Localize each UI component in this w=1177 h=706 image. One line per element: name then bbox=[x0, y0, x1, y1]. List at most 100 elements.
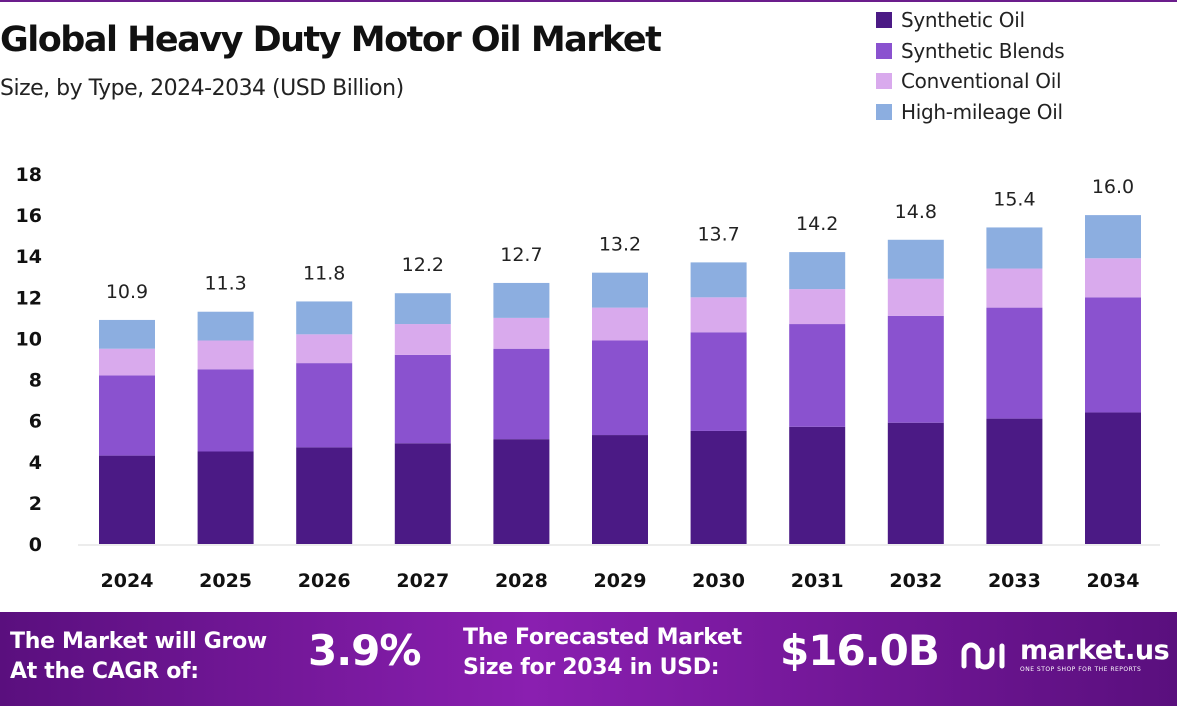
bar-segment-conventional-oil-2028 bbox=[493, 317, 550, 349]
chart-title: Global Heavy Duty Motor Oil Market bbox=[0, 20, 662, 60]
bar-segment-high-mileage-oil-2032 bbox=[887, 239, 944, 279]
x-tick-label-2033: 2033 bbox=[988, 570, 1041, 592]
bar-total-label-2024: 10.9 bbox=[106, 281, 148, 303]
bar-segment-conventional-oil-2026 bbox=[296, 334, 353, 364]
forecast-size-value: $16.0B bbox=[780, 626, 940, 675]
x-tick-label-2025: 2025 bbox=[199, 570, 252, 592]
bar-segment-synthetic-oil-2025 bbox=[197, 451, 254, 544]
bar-segment-synthetic-blends-2028 bbox=[493, 348, 550, 440]
y-tick-label-0: 0 bbox=[29, 534, 42, 556]
legend-swatch-high-mileage-oil bbox=[876, 103, 892, 120]
bar-total-label-2026: 11.8 bbox=[303, 262, 345, 284]
x-tick-label-2034: 2034 bbox=[1087, 570, 1140, 592]
bar-segment-synthetic-blends-2024 bbox=[99, 375, 155, 456]
bar-segment-synthetic-oil-2028 bbox=[493, 439, 550, 544]
legend-swatch-synthetic-blends bbox=[876, 42, 892, 59]
bar-segment-high-mileage-oil-2029 bbox=[592, 272, 648, 308]
y-tick-label-10: 10 bbox=[16, 328, 42, 350]
bar-segment-synthetic-blends-2026 bbox=[296, 363, 353, 448]
bar-segment-synthetic-oil-2027 bbox=[394, 443, 451, 544]
bar-total-label-2032: 14.8 bbox=[895, 201, 937, 223]
bar-segment-synthetic-oil-2033 bbox=[986, 418, 1043, 544]
stacked-bar-chart: 0 2 4 6 8 10 12 14 16 18 10.9 2024 11.3 2025 11.8 2026 1… bbox=[16, 164, 1160, 592]
bar-segment-synthetic-oil-2026 bbox=[296, 447, 353, 544]
bar-segment-synthetic-blends-2033 bbox=[986, 307, 1043, 419]
bar-total-label-2031: 14.2 bbox=[796, 213, 838, 235]
bar-segment-synthetic-blends-2030 bbox=[690, 332, 747, 431]
bar-segment-synthetic-blends-2025 bbox=[197, 369, 254, 452]
bar-segment-high-mileage-oil-2025 bbox=[197, 311, 254, 341]
y-tick-label-2: 2 bbox=[29, 493, 42, 515]
bar-segment-synthetic-blends-2032 bbox=[887, 315, 944, 423]
y-tick-label-6: 6 bbox=[29, 411, 42, 433]
bar-segment-synthetic-oil-2032 bbox=[887, 422, 944, 544]
bar-total-label-2025: 11.3 bbox=[204, 273, 246, 295]
legend: Synthetic Oil Synthetic Blends Conventio… bbox=[876, 5, 1065, 127]
bar-segment-synthetic-oil-2024 bbox=[99, 455, 155, 544]
brand-logo: market.us ONE STOP SHOP FOR THE REPORTS bbox=[960, 635, 1170, 674]
forecast-size-label-line2: Size for 2034 in USD: bbox=[463, 655, 720, 680]
x-tick-label-2026: 2026 bbox=[298, 570, 351, 592]
bar-segment-high-mileage-oil-2031 bbox=[789, 252, 846, 290]
chart-subtitle: Size, by Type, 2024-2034 (USD Billion) bbox=[0, 76, 404, 101]
x-tick-label-2032: 2032 bbox=[889, 570, 942, 592]
x-tick-label-2029: 2029 bbox=[594, 570, 647, 592]
y-tick-label-4: 4 bbox=[29, 452, 42, 474]
legend-item-synthetic-oil: Synthetic Oil bbox=[876, 5, 1064, 36]
cagr-label-line2: At the CAGR of: bbox=[10, 659, 199, 684]
forecast-size-label: The Forecasted Market Size for 2034 in U… bbox=[463, 623, 742, 683]
legend-label-conventional-oil: Conventional Oil bbox=[901, 69, 1062, 94]
bar-segment-synthetic-oil-2034 bbox=[1085, 412, 1141, 544]
bar-segment-synthetic-blends-2027 bbox=[394, 354, 451, 444]
bar-segment-high-mileage-oil-2033 bbox=[986, 227, 1043, 269]
bar-segment-synthetic-oil-2030 bbox=[690, 430, 747, 544]
bar-segment-synthetic-blends-2029 bbox=[592, 340, 648, 436]
legend-label-synthetic-oil: Synthetic Oil bbox=[901, 8, 1025, 33]
x-tick-label-2024: 2024 bbox=[101, 570, 154, 592]
bar-segment-conventional-oil-2030 bbox=[690, 297, 747, 333]
market-us-logo-icon bbox=[961, 642, 1005, 670]
x-tick-label-2027: 2027 bbox=[396, 570, 449, 592]
legend-label-synthetic-blends: Synthetic Blends bbox=[901, 38, 1065, 63]
forecast-size-label-line1: The Forecasted Market bbox=[463, 625, 742, 650]
bar-segment-conventional-oil-2033 bbox=[986, 268, 1043, 308]
bar-segment-synthetic-oil-2029 bbox=[592, 435, 648, 544]
bar-segment-high-mileage-oil-2030 bbox=[690, 262, 747, 298]
y-tick-label-14: 14 bbox=[16, 246, 42, 268]
y-tick-label-8: 8 bbox=[29, 370, 42, 392]
y-tick-label-12: 12 bbox=[16, 287, 42, 309]
y-tick-label-16: 16 bbox=[16, 205, 42, 227]
legend-item-synthetic-blends: Synthetic Blends bbox=[876, 36, 1065, 67]
bar-segment-conventional-oil-2034 bbox=[1085, 258, 1141, 298]
x-tick-label-2028: 2028 bbox=[495, 570, 548, 592]
brand-name: market.us bbox=[1020, 635, 1170, 666]
brand-tagline: ONE STOP SHOP FOR THE REPORTS bbox=[1020, 666, 1142, 673]
bar-total-label-2033: 15.4 bbox=[993, 188, 1035, 210]
x-tick-label-2030: 2030 bbox=[692, 570, 745, 592]
bar-segment-conventional-oil-2031 bbox=[789, 289, 846, 325]
top-rule bbox=[0, 0, 1177, 2]
legend-swatch-conventional-oil bbox=[876, 73, 892, 90]
bar-total-label-2034: 16.0 bbox=[1092, 176, 1134, 198]
cagr-label: The Market will Grow At the CAGR of: bbox=[10, 627, 267, 687]
bar-segment-synthetic-oil-2031 bbox=[789, 426, 846, 544]
bar-segment-high-mileage-oil-2034 bbox=[1085, 215, 1141, 259]
cagr-value: 3.9% bbox=[308, 626, 421, 675]
y-tick-label-18: 18 bbox=[16, 164, 42, 186]
bar-total-label-2028: 12.7 bbox=[500, 244, 542, 266]
bar-total-label-2027: 12.2 bbox=[402, 254, 444, 276]
bar-segment-conventional-oil-2029 bbox=[592, 307, 648, 341]
bar-segment-high-mileage-oil-2026 bbox=[296, 301, 353, 335]
legend-item-conventional-oil: Conventional Oil bbox=[876, 66, 1064, 97]
cagr-label-line1: The Market will Grow bbox=[10, 629, 267, 654]
bar-total-label-2029: 13.2 bbox=[599, 234, 641, 256]
bar-segment-high-mileage-oil-2024 bbox=[99, 319, 155, 349]
bar-segment-conventional-oil-2024 bbox=[99, 348, 155, 376]
legend-label-high-mileage-oil: High-mileage Oil bbox=[901, 99, 1063, 124]
bar-segment-high-mileage-oil-2027 bbox=[394, 293, 451, 325]
x-tick-label-2031: 2031 bbox=[791, 570, 844, 592]
bar-segment-synthetic-blends-2034 bbox=[1085, 297, 1141, 413]
bar-segment-synthetic-blends-2031 bbox=[789, 324, 846, 427]
bar-segment-high-mileage-oil-2028 bbox=[493, 282, 550, 318]
legend-swatch-synthetic-oil bbox=[876, 12, 892, 29]
